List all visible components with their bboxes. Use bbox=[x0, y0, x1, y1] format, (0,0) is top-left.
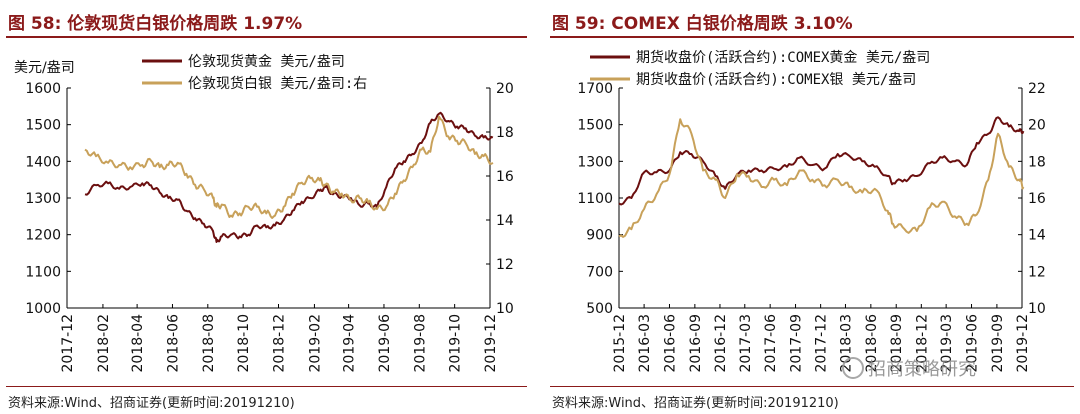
left-y-tick-label: 1500 bbox=[25, 118, 61, 134]
left-y-tick-label: 900 bbox=[586, 228, 613, 244]
x-tick-label: 2016-06 bbox=[662, 314, 678, 373]
right-source-rule bbox=[550, 386, 1074, 387]
x-tick-label: 2018-02 bbox=[96, 314, 112, 373]
silver-series-line bbox=[84, 115, 494, 219]
x-tick-label: 2019-06 bbox=[377, 314, 393, 373]
left-y-unit-label: 美元/盎司 bbox=[14, 60, 75, 76]
right-y-tick-label: 20 bbox=[496, 81, 514, 97]
x-tick-label: 2019-04 bbox=[342, 314, 358, 373]
x-tick-label: 2016-09 bbox=[688, 314, 704, 373]
x-tick-label: 2017-12 bbox=[814, 314, 830, 373]
watermark: 招商策略研究 bbox=[842, 355, 976, 381]
right-y-tick-label: 16 bbox=[1028, 191, 1046, 207]
x-tick-label: 2018-12 bbox=[914, 314, 930, 373]
legend-label: 期货收盘价(活跃合约):COMEX黄金 美元/盎司 bbox=[636, 49, 930, 66]
right-y-tick-label: 18 bbox=[496, 125, 514, 141]
left-source-rule bbox=[6, 386, 527, 387]
left-chart-title: 图 58: 伦敦现货白银价格周跌 1.97% bbox=[8, 14, 303, 34]
left-y-tick-label: 1300 bbox=[25, 191, 61, 207]
x-tick-label: 2019-09 bbox=[990, 314, 1006, 373]
right-y-tick-label: 18 bbox=[1028, 154, 1046, 170]
x-tick-label: 2017-03 bbox=[738, 314, 754, 373]
x-tick-label: 2017-12 bbox=[60, 314, 76, 373]
left-y-tick-label: 500 bbox=[586, 301, 613, 317]
right-y-tick-label: 14 bbox=[496, 213, 514, 229]
x-tick-label: 2019-12 bbox=[483, 314, 499, 373]
left-y-tick-label: 1600 bbox=[25, 81, 61, 97]
x-tick-label: 2018-08 bbox=[201, 314, 217, 373]
right-y-tick-label: 16 bbox=[496, 169, 514, 185]
right-y-tick-label: 12 bbox=[1028, 264, 1046, 280]
x-tick-label: 2018-06 bbox=[165, 314, 181, 373]
x-tick-label: 2015-12 bbox=[612, 314, 628, 373]
wechat-logo-icon bbox=[842, 357, 864, 379]
x-tick-label: 2018-09 bbox=[889, 314, 905, 373]
silver-series-line bbox=[618, 118, 1025, 238]
watermark-text: 招商策略研究 bbox=[868, 359, 976, 380]
x-tick-label: 2019-06 bbox=[965, 314, 981, 373]
right-chart-title: 图 59: COMEX 白银价格周跌 3.10% bbox=[552, 14, 853, 34]
left-chart: 1000 1100 1200 1300 1400 1500 1600 10 12 14 16 18 20… bbox=[14, 53, 514, 373]
gold-series-line bbox=[618, 116, 1025, 206]
right-y-tick-label: 22 bbox=[1028, 81, 1046, 97]
left-y-tick-label: 1200 bbox=[25, 228, 61, 244]
legend-label: 伦敦现货白银 美元/盎司:右 bbox=[188, 75, 367, 92]
x-tick-label: 2017-06 bbox=[763, 314, 779, 373]
x-tick-label: 2016-12 bbox=[713, 314, 729, 373]
x-tick-label: 2016-03 bbox=[637, 314, 653, 373]
x-tick-label: 2018-04 bbox=[130, 314, 146, 373]
right-y-tick-label: 20 bbox=[1028, 118, 1046, 134]
right-y-tick-label: 10 bbox=[1028, 301, 1046, 317]
left-y-tick-label: 700 bbox=[586, 264, 613, 280]
x-tick-label: 2019-10 bbox=[448, 314, 464, 373]
right-title-rule bbox=[550, 36, 1074, 38]
right-y-tick-label: 10 bbox=[496, 301, 514, 317]
left-y-tick-label: 1500 bbox=[577, 118, 613, 134]
x-tick-label: 2019-12 bbox=[1015, 314, 1031, 373]
left-y-tick-label: 1100 bbox=[577, 191, 613, 207]
gold-series-line bbox=[84, 111, 494, 243]
left-y-tick-label: 1400 bbox=[25, 154, 61, 170]
right-chart: 500 700 900 1100 1300 1500 1700 10 12 14 16 18 20 22 2… bbox=[577, 49, 1046, 373]
x-tick-label: 2017-09 bbox=[789, 314, 805, 373]
left-y-tick-label: 1000 bbox=[25, 301, 61, 317]
left-y-tick-label: 1300 bbox=[577, 154, 613, 170]
legend-label: 伦敦现货黄金 美元/盎司 bbox=[188, 53, 345, 70]
x-tick-label: 2018-12 bbox=[272, 314, 288, 373]
left-title-rule bbox=[6, 36, 527, 38]
x-tick-label: 2019-03 bbox=[939, 314, 955, 373]
x-tick-label: 2019-08 bbox=[412, 314, 428, 373]
left-source-note: 资料来源:Wind、招商证券(更新时间:20191210) bbox=[8, 396, 295, 411]
x-tick-label: 2018-06 bbox=[864, 314, 880, 373]
right-y-tick-label: 12 bbox=[496, 257, 514, 273]
legend-label: 期货收盘价(活跃合约):COMEX银 美元/盎司 bbox=[636, 71, 916, 88]
right-y-tick-label: 14 bbox=[1028, 228, 1046, 244]
x-tick-label: 2019-02 bbox=[307, 314, 323, 373]
right-source-note: 资料来源:Wind、招商证券(更新时间:20191210) bbox=[552, 396, 839, 411]
left-y-tick-label: 1100 bbox=[25, 264, 61, 280]
left-y-tick-label: 1700 bbox=[577, 81, 613, 97]
x-tick-label: 2018-10 bbox=[236, 314, 252, 373]
